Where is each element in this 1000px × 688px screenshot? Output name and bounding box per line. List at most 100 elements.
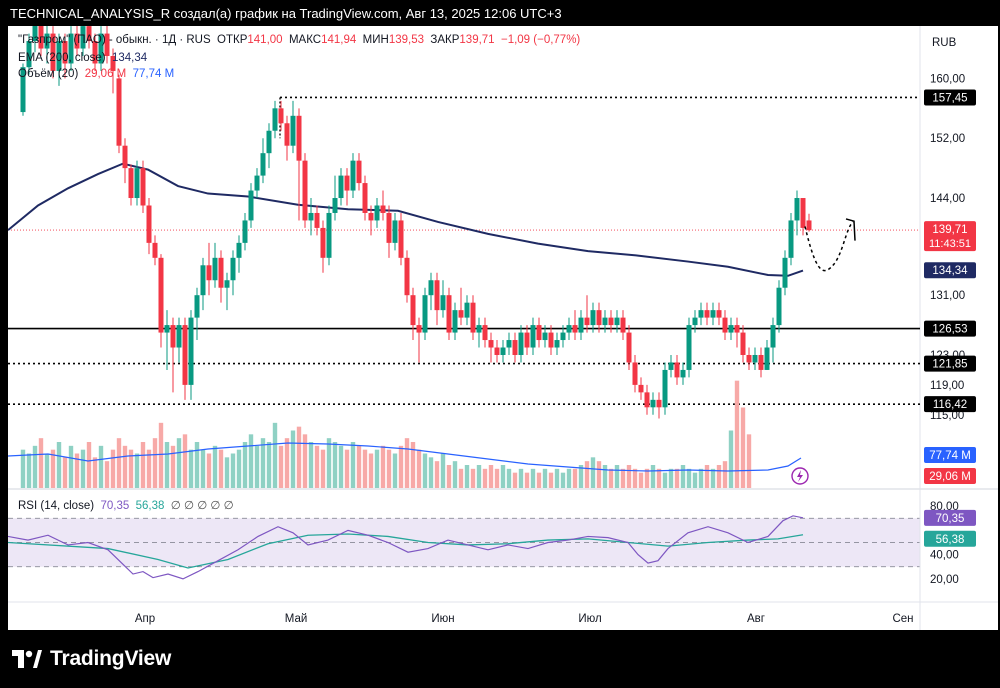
candle-body[interactable] <box>212 257 218 281</box>
candle-body[interactable] <box>440 295 446 311</box>
candle-body[interactable] <box>242 220 248 243</box>
candle-body[interactable] <box>350 160 356 191</box>
rsi-ma-line[interactable] <box>8 533 804 569</box>
candle-body[interactable] <box>32 26 38 42</box>
candle-body[interactable] <box>656 399 662 408</box>
candle-body[interactable] <box>566 325 572 333</box>
candle-body[interactable] <box>26 41 32 68</box>
candle-body[interactable] <box>518 332 524 355</box>
candle-body[interactable] <box>248 190 254 221</box>
candle-body[interactable] <box>662 369 668 408</box>
candle-body[interactable] <box>86 26 92 42</box>
candle-body[interactable] <box>80 26 86 49</box>
rsi-line[interactable] <box>8 515 804 580</box>
candle-body[interactable] <box>320 227 326 258</box>
candle-body[interactable] <box>548 332 554 348</box>
candle-body[interactable] <box>434 280 440 311</box>
candle-body[interactable] <box>536 325 542 341</box>
forecast-arrow[interactable] <box>804 221 854 272</box>
candle-body[interactable] <box>716 310 722 318</box>
candle-body[interactable] <box>224 280 230 288</box>
candle-body[interactable] <box>692 317 698 326</box>
candle-body[interactable] <box>110 56 116 71</box>
candle-body[interactable] <box>344 175 350 191</box>
candle-body[interactable] <box>740 332 746 355</box>
candle-body[interactable] <box>50 33 56 71</box>
candle-body[interactable] <box>752 354 758 363</box>
candle-body[interactable] <box>260 153 266 176</box>
ema-legend[interactable]: EMA (200, close) 134,34 <box>18 52 147 64</box>
candle-body[interactable] <box>488 340 494 348</box>
candle-body[interactable] <box>194 295 200 318</box>
candle-body[interactable] <box>266 130 272 154</box>
candle-body[interactable] <box>608 317 614 326</box>
candle-body[interactable] <box>296 115 302 161</box>
ema-price-tag[interactable] <box>924 262 976 279</box>
candle-body[interactable] <box>500 347 506 355</box>
ema-200-line[interactable] <box>8 162 804 277</box>
candle-body[interactable] <box>146 205 152 243</box>
candle-body[interactable] <box>302 160 308 221</box>
candle-body[interactable] <box>482 325 488 341</box>
candle-body[interactable] <box>794 198 800 221</box>
candle-body[interactable] <box>356 160 362 184</box>
volume-ma-line[interactable] <box>8 442 802 472</box>
candle-body[interactable] <box>338 175 344 199</box>
candle-body[interactable] <box>626 332 632 363</box>
candle-body[interactable] <box>128 168 134 199</box>
candle-body[interactable] <box>428 280 434 296</box>
volume-label[interactable]: Объём (20) <box>18 68 79 80</box>
candle-body[interactable] <box>632 362 638 385</box>
candle-body[interactable] <box>572 325 578 333</box>
candle-body[interactable] <box>416 325 422 333</box>
candle-body[interactable] <box>56 41 62 71</box>
level-tag-2[interactable] <box>924 355 976 372</box>
candle-body[interactable] <box>722 317 728 333</box>
candle-body[interactable] <box>644 392 650 408</box>
candle-body[interactable] <box>746 354 752 363</box>
candle-body[interactable] <box>122 145 128 169</box>
candle-body[interactable] <box>392 220 398 243</box>
candle-body[interactable] <box>218 257 224 288</box>
candle-body[interactable] <box>380 205 386 213</box>
ema-label[interactable]: EMA (200, close) <box>18 52 106 64</box>
candle-body[interactable] <box>314 212 320 228</box>
rsi-tag-0[interactable] <box>924 509 976 526</box>
candle-body[interactable] <box>704 310 710 318</box>
candle-body[interactable] <box>422 295 428 333</box>
candle-body[interactable] <box>698 310 704 318</box>
candle-body[interactable] <box>410 295 416 326</box>
candle-body[interactable] <box>530 325 536 348</box>
candle-body[interactable] <box>404 257 410 296</box>
symbol-name[interactable]: "Газпром" (ПАО) - обыкн. · 1Д · RUS <box>18 34 211 46</box>
candle-body[interactable] <box>326 212 332 258</box>
candle-body[interactable] <box>596 310 602 326</box>
rsi-label[interactable]: RSI (14, close) <box>18 500 95 512</box>
candle-body[interactable] <box>800 198 806 228</box>
rsi-legend[interactable]: RSI (14, close) 70,35 56,38 ∅ ∅ ∅ ∅ ∅ <box>18 498 234 512</box>
candle-body[interactable] <box>68 33 74 64</box>
candle-body[interactable] <box>374 205 380 221</box>
candle-body[interactable] <box>446 295 452 333</box>
candle-body[interactable] <box>176 325 182 348</box>
candle-body[interactable] <box>272 108 278 131</box>
candle-body[interactable] <box>776 287 782 326</box>
tradingview-logo[interactable]: TradingView <box>12 647 171 671</box>
candle-body[interactable] <box>206 265 212 281</box>
volume-tag-1[interactable] <box>924 468 976 484</box>
candle-body[interactable] <box>20 67 26 113</box>
candle-body[interactable] <box>650 399 656 408</box>
chart-canvas[interactable]: 160,00152,00144,00131,00123,00119,00115,… <box>8 26 998 630</box>
candle-body[interactable] <box>464 302 470 318</box>
level-tag-0[interactable] <box>924 89 976 106</box>
candle-body[interactable] <box>164 325 170 333</box>
candle-body[interactable] <box>590 310 596 326</box>
candle-body[interactable] <box>602 317 608 326</box>
candle-body[interactable] <box>506 340 512 348</box>
candle-body[interactable] <box>620 317 626 333</box>
symbol-legend[interactable]: "Газпром" (ПАО) - обыкн. · 1Д · RUS ОТКР… <box>18 34 580 46</box>
candle-body[interactable] <box>494 347 500 355</box>
candle-body[interactable] <box>578 317 584 333</box>
candle-body[interactable] <box>104 33 110 56</box>
candle-body[interactable] <box>44 33 50 49</box>
